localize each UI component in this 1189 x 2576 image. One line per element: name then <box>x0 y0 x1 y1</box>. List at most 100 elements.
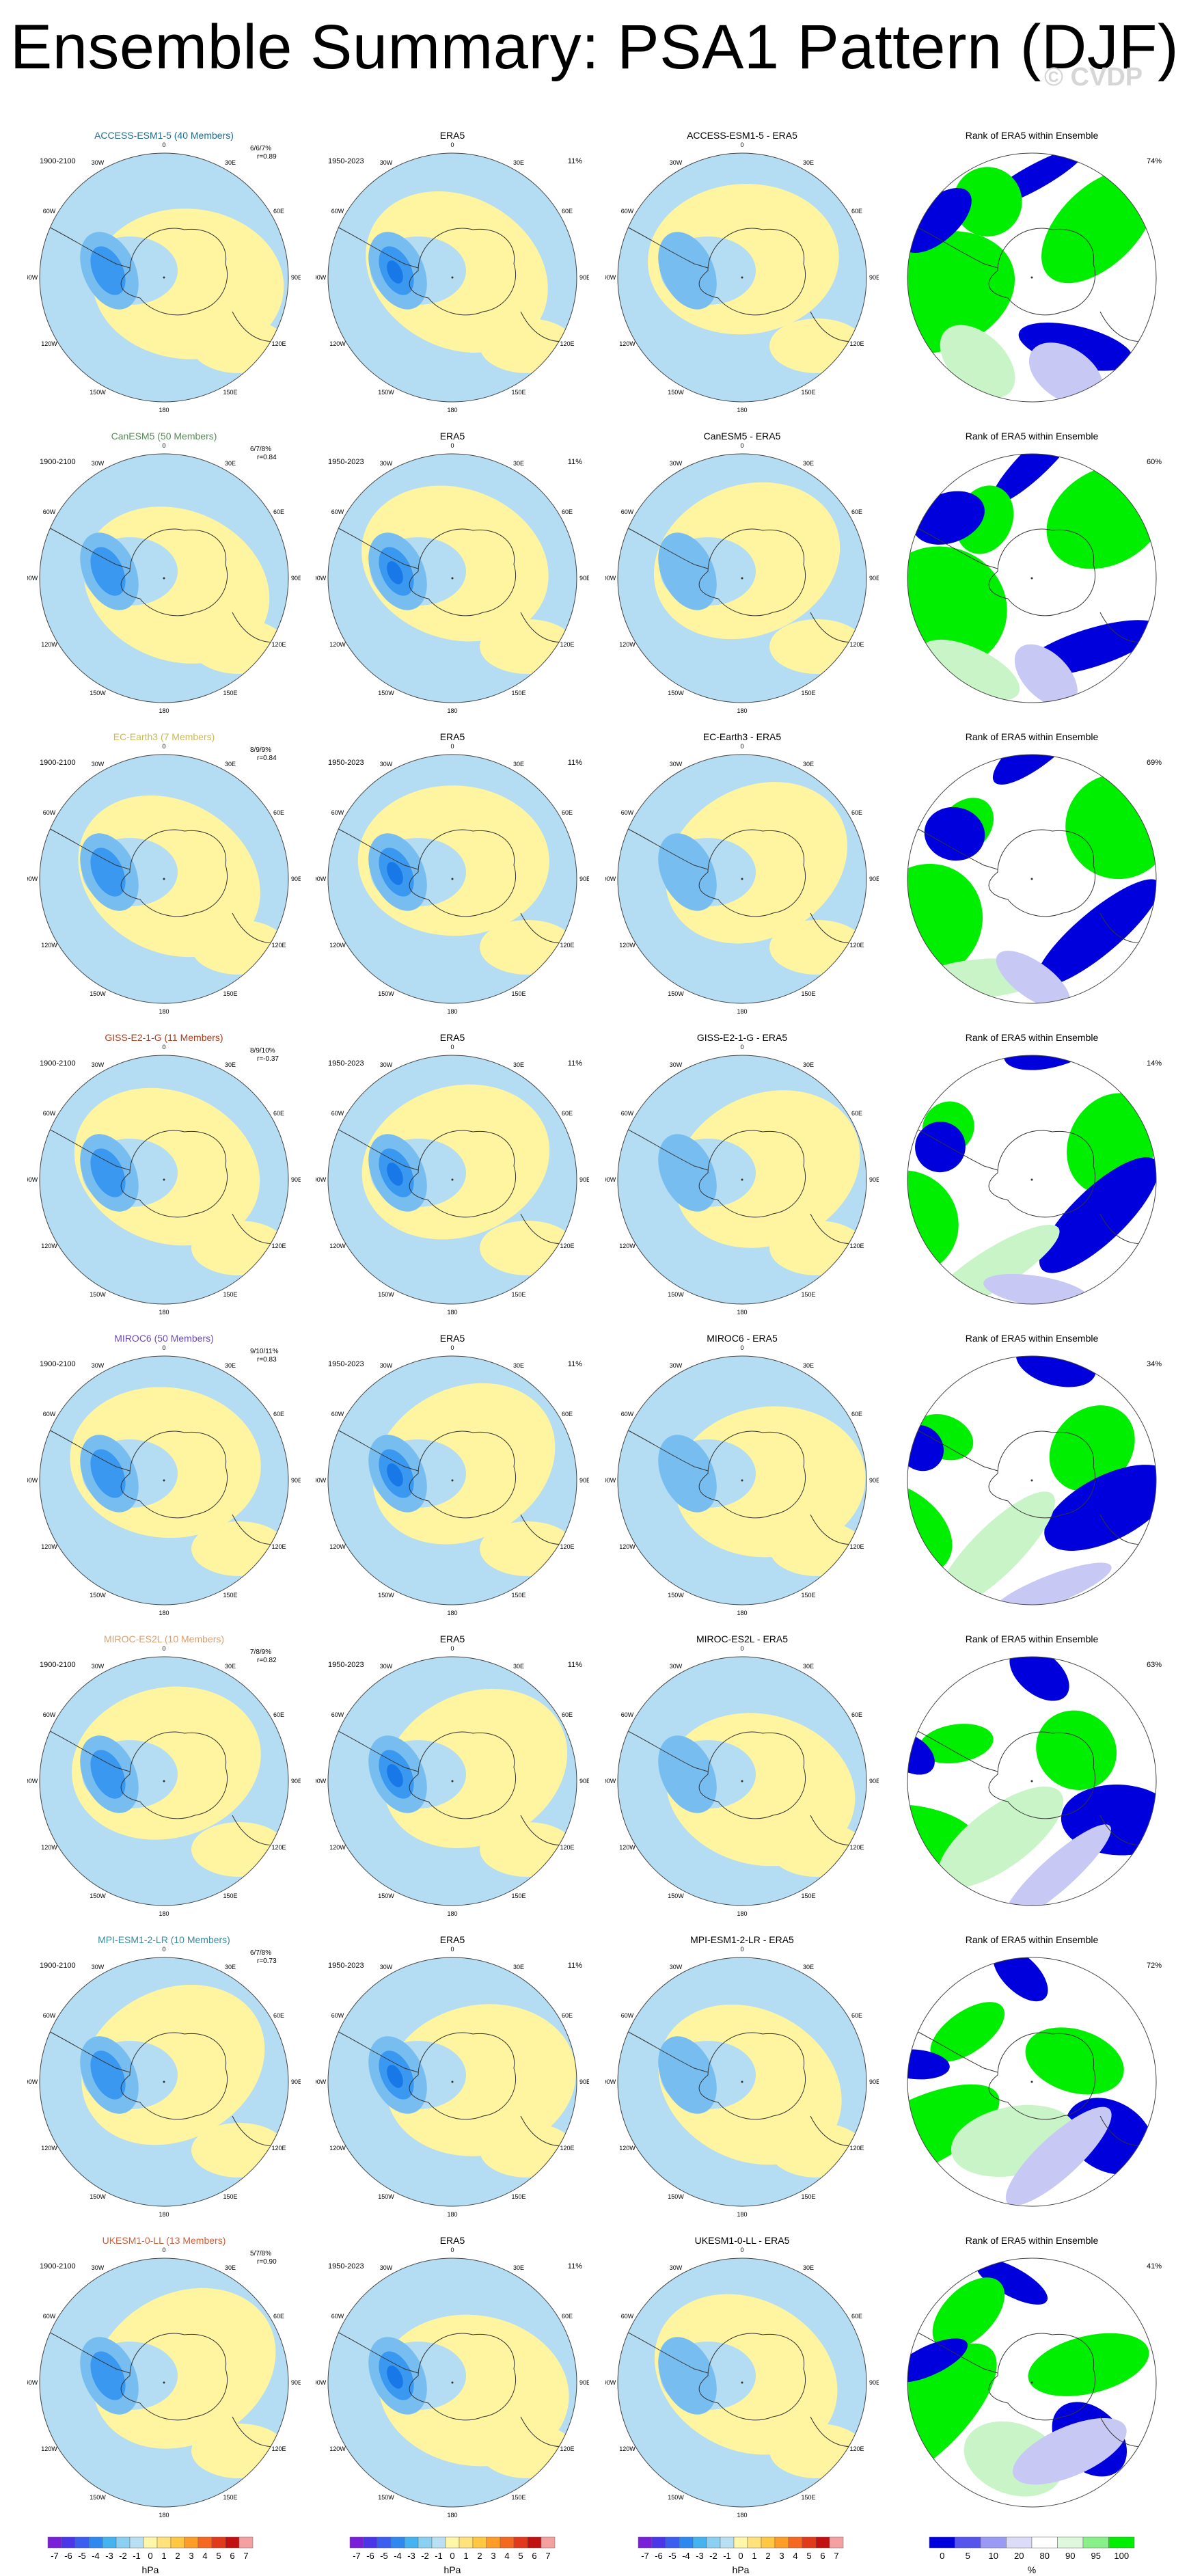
pole-marker <box>451 2381 454 2384</box>
colorbar-swatch <box>115 2536 131 2549</box>
longitude-label: 150E <box>511 690 525 696</box>
rank-panel: Rank of ERA5 within Ensemble 63% <box>888 1631 1175 1931</box>
longitude-label: 120E <box>271 2445 286 2452</box>
longitude-label: 60E <box>562 1110 573 1117</box>
negative-anomaly <box>658 532 717 610</box>
panel-title: ERA5 <box>439 1934 465 1945</box>
polar-map: 0 30E 60E 90E 120E 150E 180 150W 120W 90W 60W 30W <box>27 743 301 1015</box>
panel-title: CanESM5 (50 Members) <box>111 431 217 442</box>
pole-marker <box>451 577 454 580</box>
coastline <box>988 1731 1096 1819</box>
colorbar-swatch <box>445 2536 460 2549</box>
obs-panel: ERA5 1950-2023 11% 0 30E 60E 90E 120E 150E 180 150… <box>309 1931 596 2232</box>
colorbar-unit: % <box>1027 2564 1037 2575</box>
longitude-label: 30E <box>803 2264 814 2271</box>
longitude-label: 90W <box>605 2078 616 2085</box>
panel-title: MIROC6 - ERA5 <box>707 1333 778 1344</box>
longitude-label: 150W <box>668 690 684 696</box>
colorbar-swatch <box>747 2536 762 2549</box>
longitude-label: 90W <box>605 575 616 582</box>
longitude-label: 60E <box>273 208 284 215</box>
longitude-label: 120E <box>849 1844 864 1851</box>
pole-marker <box>1030 1479 1033 1482</box>
map-boundary <box>327 1656 577 1906</box>
longitude-label: 150E <box>223 690 237 696</box>
longitude-label: 120W <box>619 1243 636 1249</box>
longitude-label: 120W <box>619 641 636 648</box>
longitude-label: 60E <box>851 1110 862 1117</box>
longitude-label: 150E <box>801 2193 815 2200</box>
colorbar-tick-label: 20 <box>1014 2551 1024 2561</box>
colorbar-swatch <box>774 2536 789 2549</box>
longitude-label: 90E <box>579 575 589 582</box>
coastline <box>618 2327 709 2374</box>
obs-panel: ERA5 1950-2023 11% 0 30E 60E 90E 120E 150E 180 150… <box>309 1330 596 1631</box>
longitude-label: 150W <box>668 1291 684 1298</box>
longitude-label: 120W <box>329 1844 346 1851</box>
polar-map: 0 30E 60E 90E 120E 150E 180 150W 120W 90W 60W 30W <box>27 442 301 714</box>
variance-pct: 11% <box>567 157 582 165</box>
colorbar-tick-label: -7 <box>641 2551 649 2561</box>
longitude-label: 150W <box>90 990 106 997</box>
pole-marker <box>163 2381 165 2384</box>
rank-region <box>1015 1356 1096 1387</box>
colorbar-swatch <box>197 2536 213 2549</box>
coastline <box>618 1124 709 1171</box>
longitude-label: 30W <box>670 1362 683 1369</box>
rank-pct: 69% <box>1146 759 1162 767</box>
map-boundary <box>617 1055 867 1305</box>
longitude-label: 30W <box>92 1061 105 1068</box>
colorbar-swatch <box>815 2536 830 2549</box>
pole-marker <box>1030 1178 1033 1181</box>
longitude-label: 180 <box>159 2211 169 2218</box>
longitude-label: 120W <box>41 2445 57 2452</box>
coastline <box>618 523 709 569</box>
map-boundary <box>907 1656 1157 1906</box>
coastline <box>409 1130 517 1218</box>
rank-region <box>907 2343 997 2491</box>
coastline <box>409 829 517 917</box>
coastline <box>618 824 709 870</box>
pole-marker <box>1030 276 1033 279</box>
coastline <box>908 1425 998 1472</box>
figure-title: Ensemble Summary: PSA1 Pattern (DJF) <box>10 12 1179 82</box>
longitude-label: 30E <box>803 460 814 467</box>
map-boundary <box>617 1355 867 1605</box>
longitude-label: 90W <box>27 274 38 281</box>
longitude-label: 90W <box>316 274 327 281</box>
longitude-label: 60E <box>273 1711 284 1718</box>
colorbar-swatch <box>170 2536 185 2549</box>
colorbar-tick-label: 5 <box>806 2551 811 2561</box>
longitude-label: 150W <box>668 389 684 396</box>
rank-region <box>993 1957 1048 2002</box>
colorbar-tick-label: 10 <box>989 2551 998 2561</box>
longitude-label: 180 <box>737 1910 747 1917</box>
longitude-label: 60E <box>851 2313 862 2320</box>
rank-region <box>991 1562 1112 1605</box>
map-boundary <box>327 453 577 703</box>
longitude-label: 150E <box>801 2494 815 2501</box>
longitude-label: 150W <box>378 690 394 696</box>
colorbar-tick-label: -4 <box>394 2551 402 2561</box>
panel-title: MIROC-ES2L - ERA5 <box>696 1633 789 1644</box>
longitude-label: 60E <box>562 509 573 515</box>
longitude-label: 120E <box>560 1844 574 1851</box>
longitude-label: 90E <box>291 1778 301 1785</box>
pole-marker <box>1030 878 1033 880</box>
pole-marker <box>741 1178 743 1181</box>
ensemble-row: ACCESS-ESM1-5 (40 Members) 1900-2100 6/6/7… <box>0 127 1189 428</box>
map-boundary <box>39 1656 289 1906</box>
longitude-label: 30W <box>380 159 393 166</box>
longitude-label: 60W <box>331 1711 344 1718</box>
longitude-label: 60E <box>562 1411 573 1418</box>
longitude-label: 60E <box>851 509 862 515</box>
longitude-label: 120E <box>560 340 574 347</box>
period-label: 1950-2023 <box>328 458 364 466</box>
coastline <box>908 222 998 269</box>
pole-marker <box>741 1479 743 1482</box>
longitude-label: 150W <box>378 1592 394 1599</box>
coastline <box>120 2333 228 2421</box>
longitude-label: 60W <box>621 208 634 215</box>
polar-map: 0 30E 60E 90E 120E 150E 180 150W 120W 90W 60W 30W <box>316 141 589 413</box>
obs-panel: ERA5 1950-2023 11% 0 30E 60E 90E 120E 150E 180 150… <box>309 428 596 729</box>
